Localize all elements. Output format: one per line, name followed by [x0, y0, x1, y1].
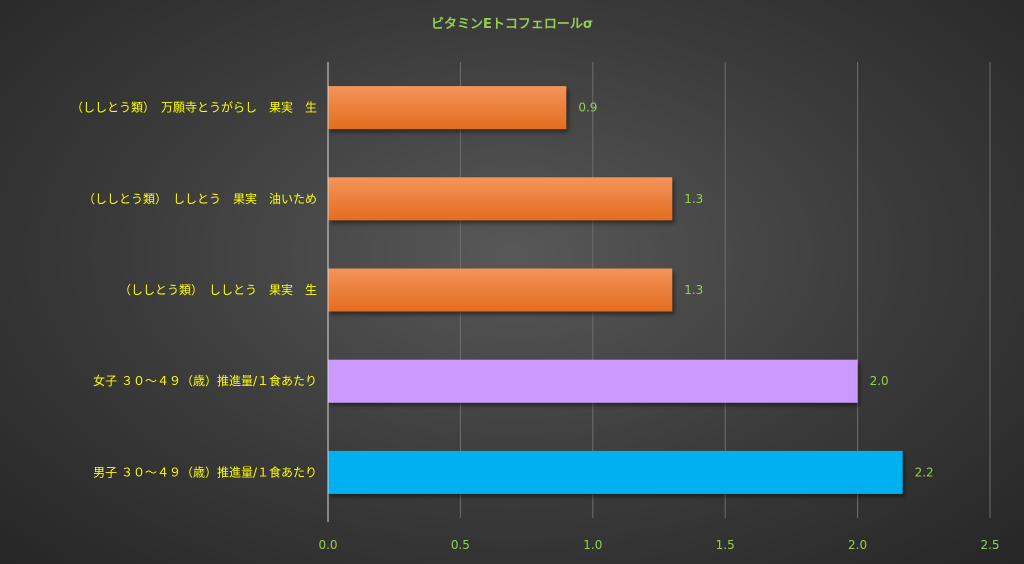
category-labels: （ししとう類） 万願寺とうがらし 果実 生 （ししとう類） ししとう 果実 油いた…	[71, 100, 317, 480]
gridlines	[459, 62, 991, 518]
bar	[328, 268, 673, 312]
data-label: 1.3	[684, 283, 703, 297]
x-tick-label: 1.5	[716, 538, 735, 552]
x-axis-tick-labels: 0.0 0.5 1.0 1.5 2.0 2.5	[318, 538, 999, 552]
data-label: 1.3	[684, 192, 703, 206]
category-label: （ししとう類） 万願寺とうがらし 果実 生	[71, 100, 317, 115]
x-tick-label: 2.0	[848, 538, 867, 552]
bar	[328, 450, 903, 494]
x-tick-label: 0.0	[318, 538, 337, 552]
category-label: 女子 ３０～４９（歳）推進量/１食あたり	[93, 373, 317, 388]
bars	[328, 86, 903, 494]
bar	[328, 86, 567, 130]
category-label: （ししとう類） ししとう 果実 生	[119, 282, 317, 297]
x-tick-label: 1.0	[583, 538, 602, 552]
category-label: 男子 ３０～４９（歳）推進量/１食あたり	[93, 464, 317, 479]
chart-title: ビタミンEトコフェロールσ	[431, 16, 593, 32]
x-tick-label: 0.5	[451, 538, 470, 552]
value-labels: 0.9 1.3 1.3 2.0 2.2	[578, 101, 933, 480]
category-label: （ししとう類） ししとう 果実 油いため	[83, 191, 317, 206]
bar	[328, 359, 858, 403]
data-label: 2.2	[915, 465, 934, 479]
bar	[328, 177, 673, 221]
data-label: 0.9	[578, 101, 597, 115]
x-tick-label: 2.5	[980, 538, 999, 552]
data-label: 2.0	[870, 374, 889, 388]
